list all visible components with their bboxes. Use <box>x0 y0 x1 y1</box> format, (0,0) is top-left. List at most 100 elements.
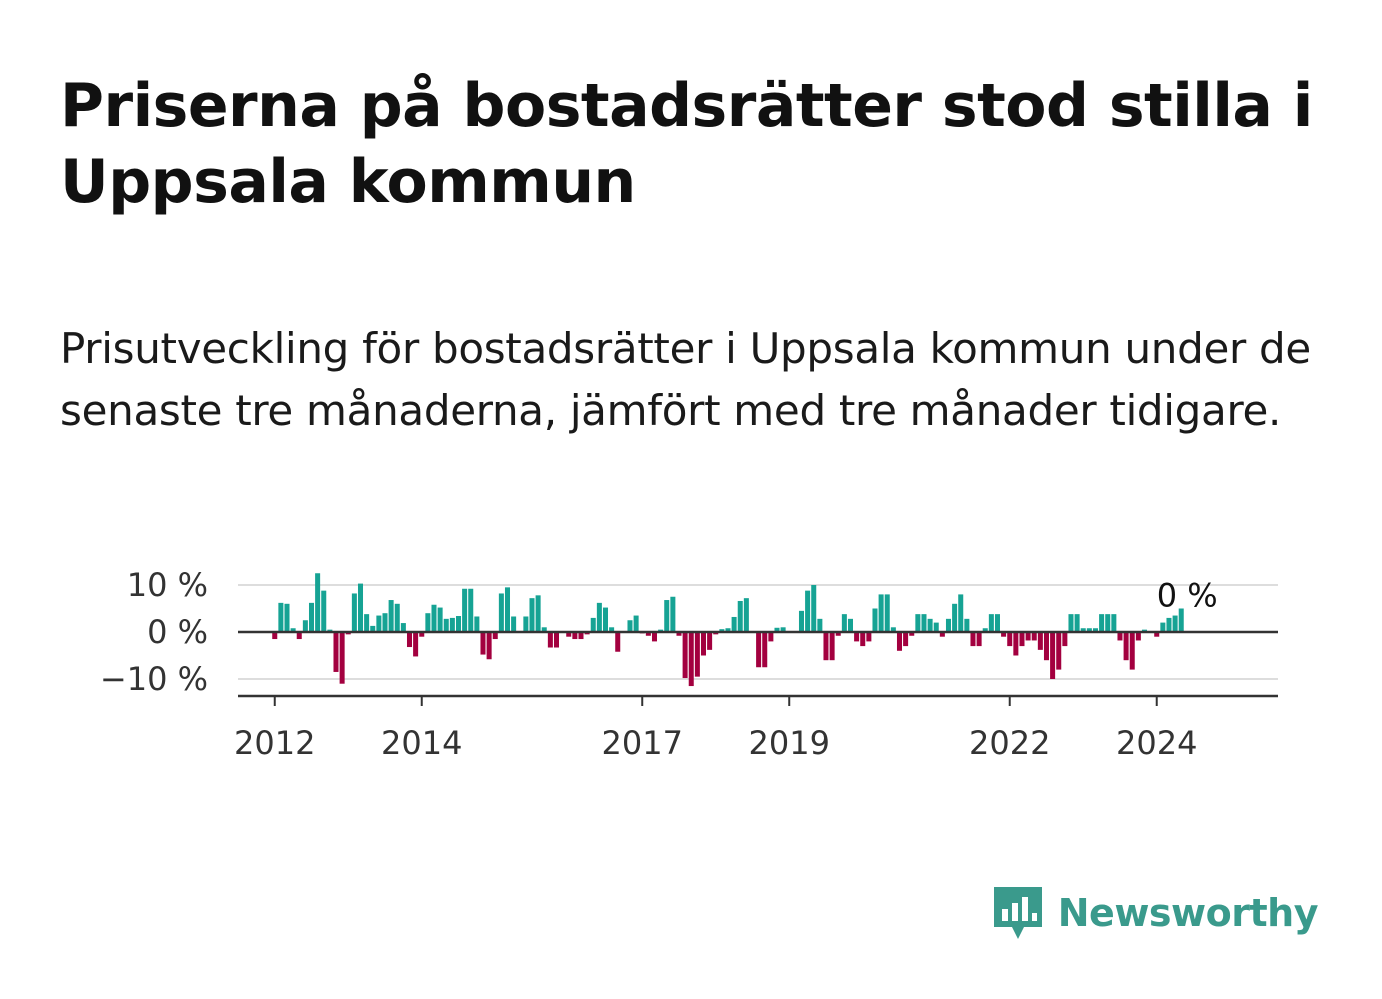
bar <box>486 632 492 660</box>
bar <box>272 632 278 640</box>
bar <box>1154 632 1160 637</box>
bar <box>388 600 394 632</box>
bar <box>1001 632 1007 637</box>
bar <box>547 632 553 648</box>
bar <box>823 632 829 661</box>
chart-subtitle: Prisutveckling för bostadsrätter i Uppsa… <box>60 324 1311 435</box>
bar <box>553 632 560 648</box>
bar <box>694 632 700 677</box>
bar <box>651 632 658 642</box>
bar <box>1050 632 1056 679</box>
bar <box>1037 632 1043 650</box>
brand-name: Newsworthy <box>1057 891 1319 935</box>
y-tick-label: −10 % <box>100 660 208 698</box>
bar <box>829 632 835 661</box>
bar <box>376 615 382 632</box>
bar <box>676 632 682 636</box>
bar <box>762 632 768 668</box>
bar <box>866 632 872 642</box>
bar <box>939 632 945 637</box>
bar <box>688 632 694 687</box>
gridlines <box>238 584 1278 680</box>
bar <box>498 593 504 632</box>
bar <box>731 616 737 632</box>
bar <box>590 617 596 632</box>
bar <box>578 632 584 640</box>
bar <box>768 632 774 642</box>
bar <box>976 632 982 647</box>
bar <box>835 632 841 636</box>
bar <box>1062 632 1068 647</box>
bar <box>1092 628 1098 632</box>
bar <box>278 602 284 632</box>
bar <box>333 632 339 672</box>
bar <box>400 623 406 632</box>
bar <box>566 632 572 637</box>
bar <box>302 620 308 632</box>
bar <box>523 616 529 632</box>
bar <box>847 618 853 632</box>
bar <box>449 617 455 632</box>
x-tick-label: 2024 <box>1116 724 1197 762</box>
bar <box>1086 628 1092 632</box>
bar <box>535 595 541 632</box>
bar <box>988 614 994 632</box>
bar <box>927 618 933 632</box>
bar <box>1074 614 1080 632</box>
bar <box>707 632 713 650</box>
bar <box>602 607 609 632</box>
bar <box>645 632 651 636</box>
x-axis: 2012 2014 2017 2019 2022 2024 <box>234 694 1278 762</box>
bar <box>1013 632 1019 656</box>
bar <box>700 632 706 656</box>
bar <box>609 627 615 632</box>
bar <box>719 629 725 632</box>
bar <box>437 607 443 632</box>
bar <box>455 616 462 632</box>
y-axis-labels: 10 % 0 % −10 % <box>100 566 208 698</box>
bar <box>419 632 425 637</box>
bar <box>811 585 817 632</box>
bar <box>958 594 964 632</box>
bar <box>964 618 970 632</box>
bar <box>1099 614 1105 632</box>
bar <box>308 602 315 632</box>
bar <box>615 632 621 652</box>
bar <box>290 628 296 632</box>
bar <box>1019 632 1025 647</box>
bars <box>272 573 1184 687</box>
bar <box>817 618 823 632</box>
bar <box>474 616 480 632</box>
bar <box>296 632 302 640</box>
bar <box>854 632 860 642</box>
last-value-label: 0 % <box>1157 577 1218 615</box>
bar <box>462 588 468 632</box>
bar <box>780 627 786 632</box>
bar <box>572 632 578 640</box>
bar <box>413 632 419 657</box>
bar <box>511 616 517 632</box>
bar <box>725 628 731 632</box>
chart-title: Priserna på bostadsrätter stod stilla i … <box>60 71 1313 217</box>
bar-chart-logo-icon <box>993 887 1042 939</box>
bar <box>970 632 976 647</box>
bar <box>903 632 909 647</box>
bar <box>945 618 951 632</box>
x-tick-label: 2012 <box>234 724 315 762</box>
bar <box>1025 632 1031 641</box>
bar <box>909 632 915 636</box>
bar <box>1105 614 1111 632</box>
bar <box>982 628 988 632</box>
bar <box>364 614 370 632</box>
bar <box>921 614 927 632</box>
bar <box>1043 632 1049 661</box>
bar <box>284 603 290 632</box>
bar <box>872 608 878 632</box>
bar <box>1172 615 1178 632</box>
bar <box>406 632 413 648</box>
bar <box>443 618 449 632</box>
bar <box>878 594 884 632</box>
bar <box>1080 628 1086 632</box>
bar <box>756 632 762 668</box>
bar <box>1007 632 1013 647</box>
